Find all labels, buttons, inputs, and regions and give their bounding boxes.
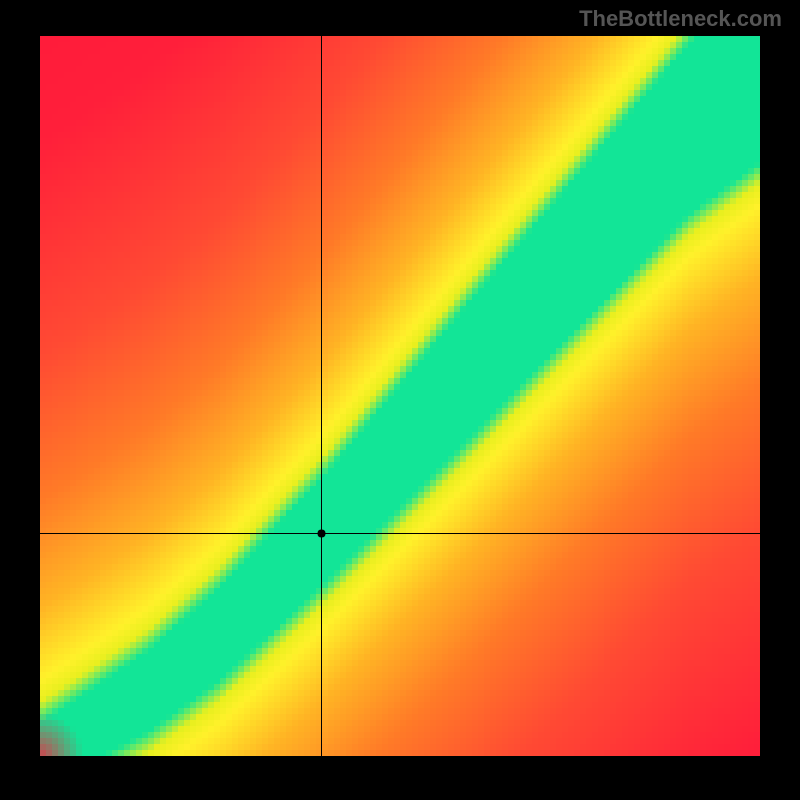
chart-stage: { "watermark": { "text": "TheBottleneck.… bbox=[0, 0, 800, 800]
crosshair-overlay bbox=[40, 36, 760, 756]
watermark-text: TheBottleneck.com bbox=[579, 6, 782, 32]
